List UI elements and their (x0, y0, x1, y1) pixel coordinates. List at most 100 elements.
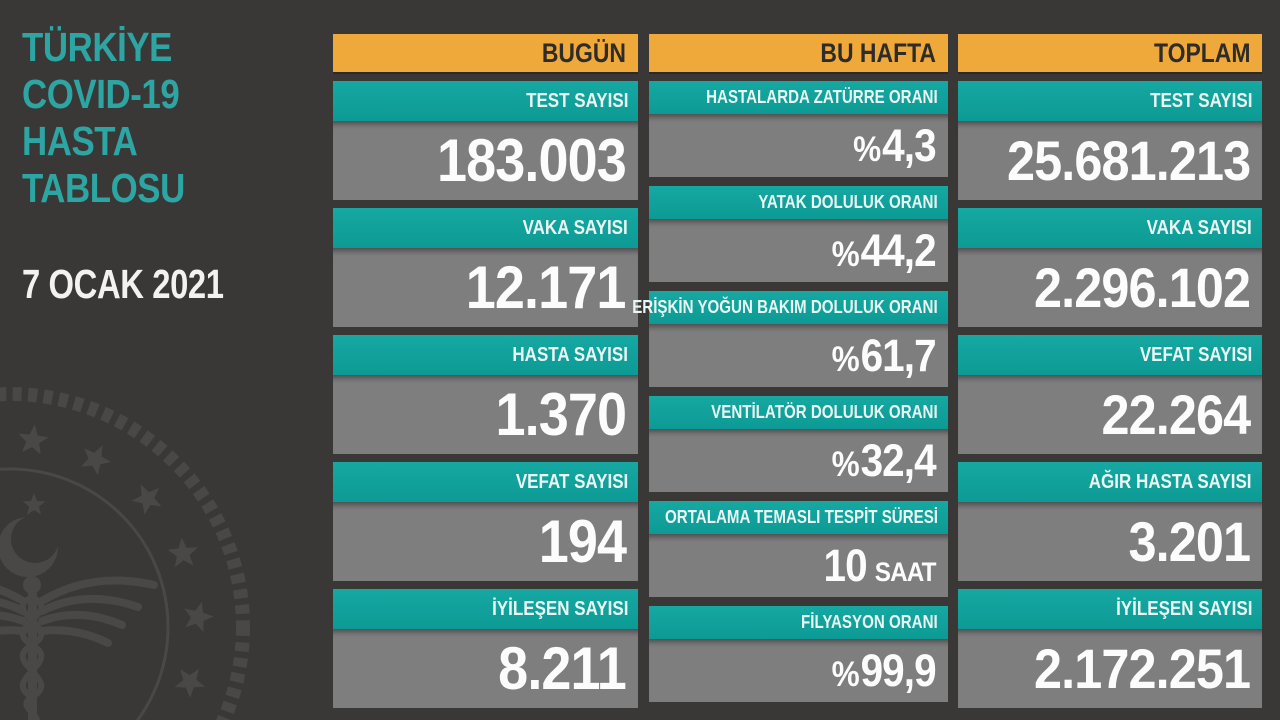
stat-value-panel: %4,3 (649, 114, 948, 177)
stat-value-text: 8.211 (498, 635, 627, 702)
stat-value-text: 1.370 (495, 381, 627, 448)
stat-value-panel: 3.201 (958, 502, 1262, 581)
stat-label: VEFAT SAYISI (1139, 343, 1252, 366)
stat-label: VAKA SAYISI (522, 216, 628, 239)
stat-value-text: 3.201 (1128, 510, 1251, 573)
stat-label-bar: ERİŞKİN YOĞUN BAKIM DOLULUK ORANI (633, 291, 948, 324)
stat-label-bar: HASTALARDA ZATÜRRE ORANI (649, 81, 948, 114)
stat-label-bar: VEFAT SAYISI (958, 335, 1262, 375)
stat-block-agir-hasta-sayisi: AĞIR HASTA SAYISI 3.201 (958, 462, 1262, 581)
stat-value-prefix: % (831, 444, 860, 484)
stat-label-bar: HASTA SAYISI (333, 335, 638, 375)
stat-value-suffix: SAAT (875, 556, 937, 587)
page-title-line: TABLOSU (22, 165, 185, 211)
stat-label-bar: VAKA SAYISI (958, 208, 1262, 248)
column-header-toplam: TOPLAM (958, 34, 1262, 72)
stat-label-bar: TEST SAYISI (333, 81, 638, 121)
stat-value-text: 44,2 (860, 224, 937, 276)
stat-value-panel: 2.172.251 (958, 629, 1262, 708)
stat-label-bar: YATAK DOLULUK ORANI (649, 186, 948, 219)
stat-value-text: 2.296.102 (1033, 256, 1251, 319)
stat-value-panel: 10 SAAT (649, 534, 948, 597)
stat-label: İYİLEŞEN SAYISI (491, 597, 628, 620)
stat-label: İYİLEŞEN SAYISI (1115, 597, 1252, 620)
column-header-label: BUGÜN (541, 37, 626, 68)
stat-block-bugun-vefat-sayisi: VEFAT SAYISI 194 (333, 462, 638, 581)
stat-value-text: 10 (823, 539, 868, 591)
stat-label-bar: İYİLEŞEN SAYISI (958, 589, 1262, 629)
stat-value-panel: 8.211 (333, 629, 638, 708)
stat-block-bugun-iyilesen-sayisi: İYİLEŞEN SAYISI 8.211 (333, 589, 638, 708)
stat-block-ventilator-doluluk: VENTİLATÖR DOLULUK ORANI %32,4 (649, 396, 948, 492)
stat-value-prefix: % (831, 234, 860, 274)
stat-block-bugun-vaka-sayisi: VAKA SAYISI 12.171 (333, 208, 638, 327)
stat-label-bar: İYİLEŞEN SAYISI (333, 589, 638, 629)
column-header-label: BU HAFTA (820, 37, 936, 68)
sidebar: TÜRKİYE COVID-19 HASTA TABLOSU 7 OCAK 20… (0, 0, 333, 720)
stat-label: FİLYASYON ORANI (801, 612, 938, 632)
stat-label: HASTA SAYISI (512, 343, 628, 366)
stat-label: YATAK DOLULUK ORANI (758, 192, 938, 212)
stat-value-text: 183.003 (437, 127, 627, 194)
stat-value: %4,3 (853, 120, 936, 172)
page-title-line: TÜRKİYE (22, 24, 172, 70)
stat-value-panel: 22.264 (958, 375, 1262, 454)
stat-value-panel: 183.003 (333, 121, 638, 200)
page-title: TÜRKİYE COVID-19 HASTA TABLOSU (22, 24, 185, 212)
stat-label: VEFAT SAYISI (515, 470, 628, 493)
stat-label-bar: FİLYASYON ORANI (649, 606, 948, 639)
page-title-line: COVID-19 (22, 71, 180, 117)
column-bugun: BUGÜN TEST SAYISI 183.003 VAKA SAYISI 12… (333, 34, 638, 708)
stat-value-prefix: % (853, 129, 881, 169)
column-toplam: TOPLAM TEST SAYISI 25.681.213 VAKA SAYIS… (958, 34, 1262, 708)
stat-value-text: 25.681.213 (1006, 129, 1251, 192)
stat-block-filyasyon-orani: FİLYASYON ORANI %99,9 (649, 606, 948, 702)
stat-value: 2.172.251 (1034, 636, 1251, 701)
stat-value-text: 99,9 (860, 644, 937, 696)
stat-value-panel: 1.370 (333, 375, 638, 454)
stat-value-panel: 12.171 (333, 248, 638, 327)
column-header-label: TOPLAM (1153, 37, 1250, 68)
stat-value: %32,4 (831, 434, 937, 487)
stat-value-prefix: % (831, 339, 860, 379)
stat-label: HASTALARDA ZATÜRRE ORANI (706, 87, 938, 107)
column-header-bu-hafta: BU HAFTA (649, 34, 948, 72)
stat-value-text: 194 (538, 508, 627, 575)
stat-block-yatak-doluluk: YATAK DOLULUK ORANI %44,2 (649, 186, 948, 282)
stat-block-temasli-tespit-suresi: ORTALAMA TEMASLI TESPİT SÜRESİ 10 SAAT (649, 501, 948, 597)
stat-value: %99,9 (831, 644, 937, 697)
stat-label: VENTİLATÖR DOLULUK ORANI (711, 402, 938, 422)
stat-value-text: 32,4 (860, 434, 937, 486)
stat-value: 2.296.102 (1033, 255, 1251, 320)
stat-label: TEST SAYISI (1149, 89, 1252, 112)
stat-label-bar: VEFAT SAYISI (333, 462, 638, 502)
stat-value: 25.681.213 (1006, 128, 1251, 193)
stat-value: 3.201 (1128, 509, 1251, 574)
stat-value-panel: 194 (333, 502, 638, 581)
stat-value: 22.264 (1101, 382, 1251, 447)
stat-value: 8.211 (498, 634, 627, 703)
stat-label: ORTALAMA TEMASLI TESPİT SÜRESİ (664, 507, 938, 527)
stat-value-prefix: % (831, 654, 860, 694)
stat-label-bar: TEST SAYISI (958, 81, 1262, 121)
stat-block-toplam-vaka-sayisi: VAKA SAYISI 2.296.102 (958, 208, 1262, 327)
stat-value: 10 SAAT (823, 539, 937, 592)
stat-value-text: 4,3 (882, 119, 936, 171)
column-bu-hafta: BU HAFTA HASTALARDA ZATÜRRE ORANI %4,3 Y… (633, 34, 948, 702)
stat-block-bugun-hasta-sayisi: HASTA SAYISI 1.370 (333, 335, 638, 454)
stat-value-panel: %32,4 (649, 429, 948, 492)
stat-value-panel: %99,9 (649, 639, 948, 702)
stat-block-zaturre-orani: HASTALARDA ZATÜRRE ORANI %4,3 (649, 81, 948, 177)
ministry-of-health-emblem-icon (0, 387, 250, 720)
column-header-bugun: BUGÜN (333, 34, 638, 72)
stat-block-yogun-bakim-doluluk: ERİŞKİN YOĞUN BAKIM DOLULUK ORANI %61,7 (633, 291, 948, 387)
stat-label-bar: VAKA SAYISI (333, 208, 638, 248)
stat-value: %61,7 (831, 330, 937, 382)
stat-label: TEST SAYISI (525, 89, 628, 112)
stat-value: 1.370 (495, 380, 627, 449)
stat-value-panel: %61,7 (649, 324, 948, 387)
stat-value: 183.003 (437, 126, 627, 195)
page-title-line: HASTA (22, 118, 138, 164)
stat-label: ERİŞKİN YOĞUN BAKIM DOLULUK ORANI (632, 297, 938, 317)
